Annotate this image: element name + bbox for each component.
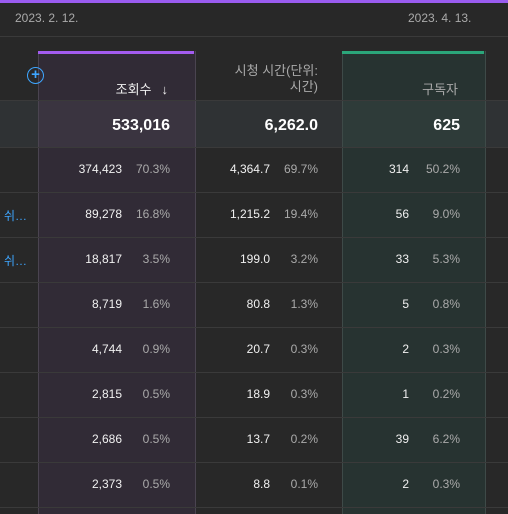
row-divider [0, 282, 508, 283]
plus-icon: + [31, 66, 40, 83]
row-watch-pct: 0.3% [290, 387, 318, 401]
date-end: 2023. 4. 13. [408, 11, 472, 25]
row-subscribers: 56 [395, 207, 409, 221]
row-views: 2,686 [91, 432, 122, 446]
row-subscribers-pct: 9.0% [432, 207, 460, 221]
row-views-pct: 16.8% [135, 207, 170, 221]
row-divider [0, 192, 508, 193]
total-views: 533,016 [112, 117, 170, 134]
row-watch-time: 1,215.2 [229, 207, 270, 221]
row-watch-pct: 1.3% [290, 297, 318, 311]
row-views-pct: 0.5% [142, 477, 170, 491]
totals-divider [0, 147, 508, 148]
totals-subs-bg [342, 101, 486, 147]
row-subscribers: 39 [395, 432, 409, 446]
row-divider [0, 462, 508, 463]
row-subscribers: 33 [395, 252, 409, 266]
row-subscribers-pct: 50.2% [425, 162, 460, 176]
row-divider [0, 507, 508, 508]
row-views-pct: 1.6% [142, 297, 170, 311]
row-views-pct: 0.5% [142, 432, 170, 446]
row-watch-pct: 0.2% [290, 432, 318, 446]
header-divider [0, 100, 508, 101]
row-watch-time: 80.8 [246, 297, 270, 311]
row-watch-time: 8.8 [253, 477, 270, 491]
row-subscribers: 314 [388, 162, 409, 176]
row-subscribers-pct: 6.2% [432, 432, 460, 446]
row-divider [0, 237, 508, 238]
row-subscribers: 2 [402, 342, 409, 356]
column-header-views[interactable]: 조회수 ↓ [115, 82, 169, 97]
date-divider [0, 36, 508, 37]
row-views: 8,719 [91, 297, 122, 311]
sort-down-arrow-icon[interactable]: ↓ [161, 82, 169, 97]
views-column-accent [38, 51, 194, 54]
row-subscribers-pct: 0.3% [432, 342, 460, 356]
row-views-pct: 0.9% [142, 342, 170, 356]
row-divider [0, 417, 508, 418]
row-watch-pct: 69.7% [283, 162, 318, 176]
row-watch-time: 13.7 [246, 432, 270, 446]
row-views: 89,278 [85, 207, 122, 221]
row-subscribers: 5 [402, 297, 409, 311]
row-link[interactable]: 쉬… [4, 254, 28, 268]
row-views-pct: 3.5% [142, 252, 170, 266]
column-header-subscribers[interactable]: 구독자 [422, 82, 458, 97]
row-watch-pct: 19.4% [283, 207, 318, 221]
subscribers-column-accent [342, 51, 484, 54]
row-subscribers: 1 [402, 387, 409, 401]
row-divider [0, 372, 508, 373]
row-watch-time: 199.0 [239, 252, 270, 266]
row-subscribers-pct: 0.8% [432, 297, 460, 311]
column-header-watch-time[interactable]: 시청 시간(단위: 시간) [234, 63, 318, 94]
row-views: 374,423 [78, 162, 122, 176]
row-subscribers-pct: 5.3% [432, 252, 460, 266]
row-views-pct: 0.5% [142, 387, 170, 401]
total-subscribers: 625 [433, 117, 460, 134]
row-watch-time: 4,364.7 [229, 162, 270, 176]
total-watch-time: 6,262.0 [264, 117, 318, 134]
row-subscribers-pct: 0.3% [432, 477, 460, 491]
row-subscribers: 2 [402, 477, 409, 491]
row-watch-pct: 3.2% [290, 252, 318, 266]
row-subscribers-pct: 0.2% [432, 387, 460, 401]
row-watch-pct: 0.3% [290, 342, 318, 356]
totals-views-bg [38, 101, 196, 147]
row-views-pct: 70.3% [135, 162, 170, 176]
row-watch-pct: 0.1% [290, 477, 318, 491]
row-watch-time: 18.9 [246, 387, 270, 401]
row-views: 2,373 [91, 477, 122, 491]
add-column-button[interactable]: + [27, 67, 44, 84]
row-views: 18,817 [85, 252, 122, 266]
row-divider [0, 327, 508, 328]
row-views: 2,815 [91, 387, 122, 401]
row-link[interactable]: 쉬… [4, 209, 28, 223]
row-views: 4,744 [91, 342, 122, 356]
top-accent-line [0, 0, 508, 3]
row-watch-time: 20.7 [246, 342, 270, 356]
date-start: 2023. 2. 12. [15, 11, 79, 25]
